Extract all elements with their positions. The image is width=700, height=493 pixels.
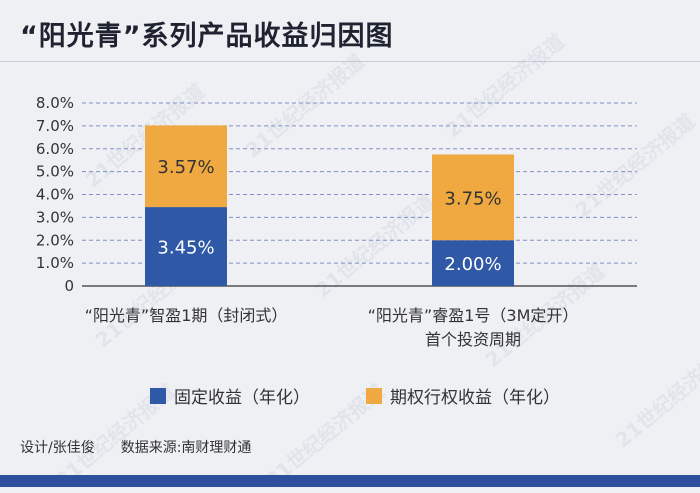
y-tick-label: 1.0% [36,254,74,272]
x-category-label: “阳光青”睿盈1号（3M定开） [368,306,579,325]
chart-legend: 固定收益（年化） 期权行权收益（年化） [150,383,560,408]
y-tick-label: 8.0% [36,94,74,112]
chart-title: “阳光青”系列产品收益归因图 [20,21,394,52]
legend-label-option: 期权行权收益（年化） [390,388,560,408]
bar-value-label: 3.75% [444,188,501,209]
bar-value-label: 2.00% [444,254,501,275]
y-tick-label: 2.0% [36,231,74,249]
bar-value-label: 3.45% [157,238,214,259]
bar-segment [432,240,514,286]
legend-label-fixed: 固定收益（年化） [174,388,310,408]
y-tick-label: 4.0% [36,186,74,204]
legend-swatch-option [366,387,382,404]
legend-item-option: 期权行权收益（年化） [366,383,560,408]
x-category-label: “阳光青”智盈1期（封闭式） [85,306,288,325]
data-source: 数据来源:南财理财通 [120,440,252,456]
designer-credit: 设计/张佳俊 [20,440,95,456]
legend-item-fixed: 固定收益（年化） [150,383,310,408]
bar-segment [432,154,514,241]
title-divider [0,61,700,62]
y-tick-label: 3.0% [36,208,74,226]
bar-segment [145,125,227,208]
x-category-label: 首个投资周期 [425,330,521,349]
y-tick-label: 5.0% [36,163,74,181]
legend-swatch-fixed [150,387,166,404]
bar-value-label: 3.57% [157,157,214,178]
y-tick-label: 6.0% [36,140,74,158]
y-tick-label: 7.0% [36,117,74,135]
credits: 设计/张佳俊 数据来源:南财理财通 [20,437,251,457]
bottom-bar [0,475,700,487]
y-tick-label: 0 [64,277,74,295]
bar-segment [145,207,227,286]
